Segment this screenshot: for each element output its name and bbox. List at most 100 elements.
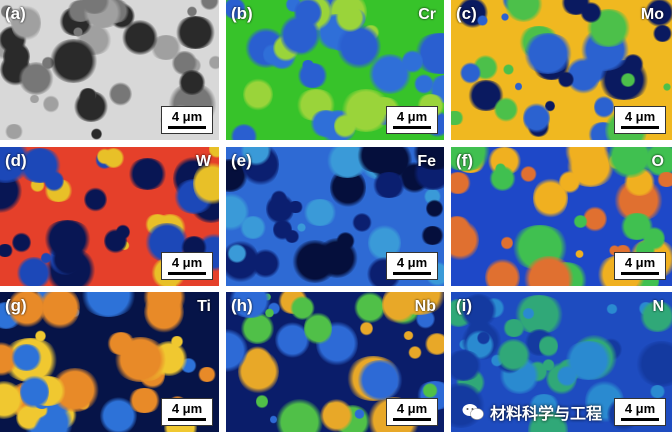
scale-bar: 4 μm <box>161 398 213 426</box>
phase-region <box>264 307 274 318</box>
scale-line <box>168 126 206 129</box>
phase-region <box>29 94 41 104</box>
phase-region <box>0 244 14 258</box>
panel-label: (h) <box>231 296 253 315</box>
phase-region <box>522 101 551 134</box>
wechat-icon <box>462 403 484 421</box>
phase-region <box>656 172 672 188</box>
scale-bar: 4 μm <box>614 252 666 280</box>
phase-region <box>226 193 250 232</box>
phase-region <box>576 154 588 169</box>
panel-label: (c) <box>456 4 477 23</box>
phase-region <box>451 216 473 240</box>
phase-region <box>451 110 465 125</box>
phase-region <box>426 199 443 218</box>
phase-region <box>230 123 259 140</box>
scale-line <box>168 418 206 421</box>
element-label: Mo <box>640 6 664 23</box>
phase-region <box>187 6 197 18</box>
phase-region <box>83 186 107 213</box>
phase-region <box>645 0 672 27</box>
phase-region <box>77 0 111 15</box>
phase-region <box>226 328 248 373</box>
phase-region <box>35 329 46 343</box>
phase-region <box>197 366 218 383</box>
watermark: 材料科学与工程 <box>462 400 602 424</box>
panel-label: (a) <box>5 4 26 23</box>
phase-region <box>407 345 423 360</box>
phase-region <box>127 388 162 414</box>
phase-region <box>302 199 339 226</box>
phase-region <box>423 333 444 356</box>
phase-region <box>104 228 127 254</box>
phase-region <box>122 19 159 56</box>
phase-region <box>451 172 473 194</box>
phase-region <box>419 226 444 245</box>
phase-region <box>127 157 169 191</box>
phase-region <box>335 2 366 32</box>
scale-line <box>621 418 659 421</box>
phase-region <box>271 190 288 208</box>
phase-region <box>402 330 414 340</box>
phase-region <box>284 0 303 12</box>
scale-bar: 4 μm <box>386 398 438 426</box>
phase-region <box>208 55 219 70</box>
phase-region <box>112 336 168 382</box>
scale-line <box>621 272 659 275</box>
phase-region <box>243 78 273 112</box>
phase-region <box>12 232 32 253</box>
phase-region <box>292 239 338 284</box>
scale-text: 4 μm <box>396 109 428 124</box>
phase-region <box>200 0 219 11</box>
phase-region <box>542 358 555 372</box>
phase-region <box>359 320 373 336</box>
phase-region <box>17 147 64 184</box>
element-label: N <box>652 298 664 315</box>
map-panel: (a) 4 μm <box>0 0 219 140</box>
phase-region <box>241 147 271 167</box>
phase-region <box>270 415 278 425</box>
scale-bar: 4 μm <box>614 106 666 134</box>
phase-region <box>72 27 83 38</box>
phase-region <box>284 229 301 243</box>
phase-region <box>3 40 31 73</box>
map-panel: (f) O 4 μm <box>451 147 672 286</box>
scale-line <box>393 126 431 129</box>
phase-region <box>477 15 489 27</box>
phase-region <box>520 166 537 183</box>
phase-region <box>605 303 618 314</box>
phase-region <box>267 302 280 315</box>
phase-region <box>500 12 510 22</box>
phase-region <box>411 147 444 170</box>
phase-region <box>371 171 408 199</box>
phase-region <box>355 360 404 400</box>
phase-region <box>421 383 439 399</box>
phase-region <box>458 294 498 327</box>
phase-region <box>40 292 81 330</box>
phase-region <box>459 61 481 84</box>
phase-region <box>634 340 672 387</box>
scale-bar: 4 μm <box>161 252 213 280</box>
phase-region <box>562 340 614 381</box>
phase-region <box>32 413 68 432</box>
phase-region <box>477 330 491 345</box>
phase-region <box>320 398 353 432</box>
scale-text: 4 μm <box>624 109 656 124</box>
phase-region <box>170 335 184 347</box>
phase-region <box>493 96 519 123</box>
phase-region <box>9 344 43 371</box>
panel-label: (f) <box>456 151 473 170</box>
scale-line <box>393 418 431 421</box>
scale-text: 4 μm <box>396 401 428 416</box>
phase-region <box>606 147 653 178</box>
scale-line <box>393 272 431 275</box>
scale-bar: 4 μm <box>386 106 438 134</box>
phase-region <box>528 408 568 432</box>
phase-region <box>192 161 219 207</box>
phase-region <box>494 162 507 174</box>
phase-region <box>251 248 280 279</box>
phase-region <box>275 399 323 432</box>
phase-region <box>663 83 671 92</box>
phase-region <box>502 64 515 75</box>
phase-region <box>501 236 513 250</box>
